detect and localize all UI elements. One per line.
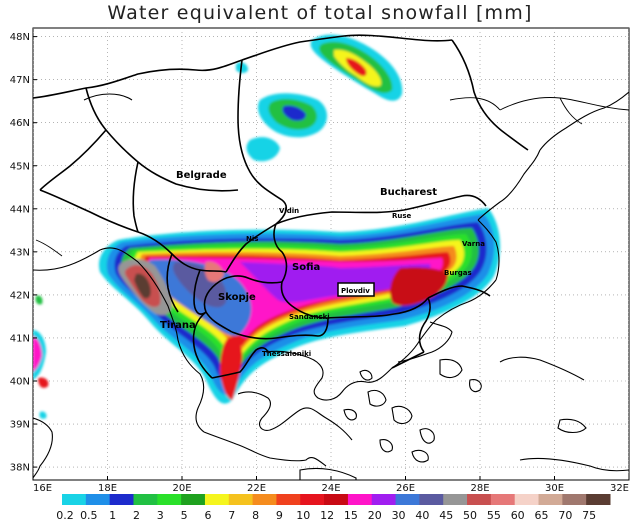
lat-label: 44N	[10, 204, 30, 215]
legend-swatch	[514, 494, 540, 505]
legend-label: 5	[181, 509, 188, 522]
legend-label: 0.2	[56, 509, 74, 522]
legend-swatch	[181, 494, 206, 505]
legend-label: 65	[535, 509, 549, 522]
legend-swatch	[395, 494, 420, 505]
legend-swatch	[300, 494, 325, 505]
legend-swatch	[586, 494, 611, 505]
lon-label: 32E	[610, 483, 629, 494]
lon-label: 28E	[470, 483, 489, 494]
legend-label: 50	[463, 509, 477, 522]
legend-swatch	[228, 494, 254, 505]
legend-swatch	[157, 494, 182, 505]
lat-label: 47N	[10, 75, 30, 86]
legend-swatch	[347, 494, 373, 505]
legend-label: 60	[511, 509, 525, 522]
legend-label: 8	[252, 509, 259, 522]
legend-swatch	[371, 494, 397, 505]
city-label-sandanski: Sandanski	[289, 313, 330, 321]
graticule	[33, 28, 629, 480]
city-label-sofia: Sofia	[292, 262, 320, 273]
legend-swatch	[252, 494, 277, 505]
plovdiv-highlight-box	[337, 282, 375, 297]
legend-swatch	[443, 494, 468, 505]
lon-label: 16E	[33, 483, 52, 494]
legend-label: 0.5	[80, 509, 98, 522]
lon-label: 18E	[98, 483, 117, 494]
legend-swatch	[109, 494, 134, 505]
country-borders	[33, 34, 529, 379]
legend-swatch	[490, 494, 516, 505]
snowfall-field-balkans	[98, 208, 501, 404]
lon-label: 24E	[321, 483, 340, 494]
legend-swatch	[276, 494, 301, 505]
legend-swatch	[419, 494, 444, 505]
city-label-ruse: Ruse	[392, 212, 412, 220]
snowfall-field-north	[236, 34, 403, 162]
minor-borders	[35, 97, 629, 257]
legend-swatch	[62, 494, 87, 505]
legend-label: 12	[320, 509, 334, 522]
lat-label: 41N	[10, 333, 30, 344]
city-labels: Belgrade Bucharest Vidin Ruse Nis Varna Sofia B…	[160, 170, 485, 358]
legend-swatch	[538, 494, 563, 505]
legend-label: 20	[368, 509, 382, 522]
legend-label: 3	[157, 509, 164, 522]
map-title: Water equivalent of total snowfall [mm]	[107, 2, 533, 24]
city-label-burgas: Burgas	[444, 269, 472, 277]
snowfall-field-west-edge	[33, 295, 49, 419]
legend-label: 15	[344, 509, 358, 522]
legend-swatch	[133, 494, 158, 505]
legend-label: 30	[392, 509, 406, 522]
city-label-tirana: Tirana	[160, 320, 196, 331]
lat-label: 38N	[10, 463, 30, 474]
legend-swatch	[562, 494, 587, 505]
lat-label: 42N	[10, 290, 30, 301]
longitude-labels: 16E 18E 20E 22E 24E 26E 28E 30E 32E	[32, 476, 630, 494]
lat-label: 43N	[10, 247, 30, 258]
legend-swatch	[85, 494, 111, 505]
lon-label: 22E	[247, 483, 266, 494]
legend-label: 55	[487, 509, 501, 522]
legend-swatch	[204, 494, 230, 505]
legend-swatch	[467, 494, 492, 505]
legend-swatch	[324, 494, 349, 505]
city-label-plovdiv: Plovdiv	[341, 287, 370, 295]
lat-label: 46N	[10, 118, 30, 129]
legend-label: 1	[109, 509, 116, 522]
city-label-bucharest: Bucharest	[380, 187, 437, 198]
legend-label: 10	[296, 509, 310, 522]
latitude-labels: 48N 47N 46N 45N 44N 43N 42N 41N 40N 39N 38N	[10, 32, 37, 474]
legend-label: 6	[204, 509, 211, 522]
city-label-vidin: Vidin	[279, 207, 299, 215]
coastlines	[33, 91, 629, 480]
city-label-skopje: Skopje	[218, 292, 256, 303]
lat-label: 40N	[10, 376, 30, 387]
lon-label: 20E	[172, 483, 191, 494]
city-label-varna: Varna	[462, 240, 485, 248]
lat-label: 39N	[10, 420, 30, 431]
lat-label: 48N	[10, 32, 30, 43]
city-label-nis: Nis	[246, 235, 258, 243]
city-label-belgrade: Belgrade	[176, 170, 227, 181]
legend-label: 9	[276, 509, 283, 522]
legend-label: 45	[439, 509, 453, 522]
lon-label: 30E	[545, 483, 564, 494]
legend-label: 40	[415, 509, 429, 522]
city-label-thessaloniki: Thessaloniki	[262, 350, 311, 358]
legend-label: 2	[133, 509, 140, 522]
lon-label: 26E	[396, 483, 415, 494]
color-legend: 0.2 0.5 1 2 3 5 6 7 8 9 10 12 15 20 30 40 45 50 55 60 65 70 75	[56, 494, 611, 522]
lat-label: 45N	[10, 161, 30, 172]
legend-label: 70	[558, 509, 572, 522]
map-layers: Belgrade Bucharest Vidin Ruse Nis Varna Sofia B…	[33, 28, 629, 480]
legend-label: 7	[228, 509, 235, 522]
legend-label: 75	[582, 509, 596, 522]
